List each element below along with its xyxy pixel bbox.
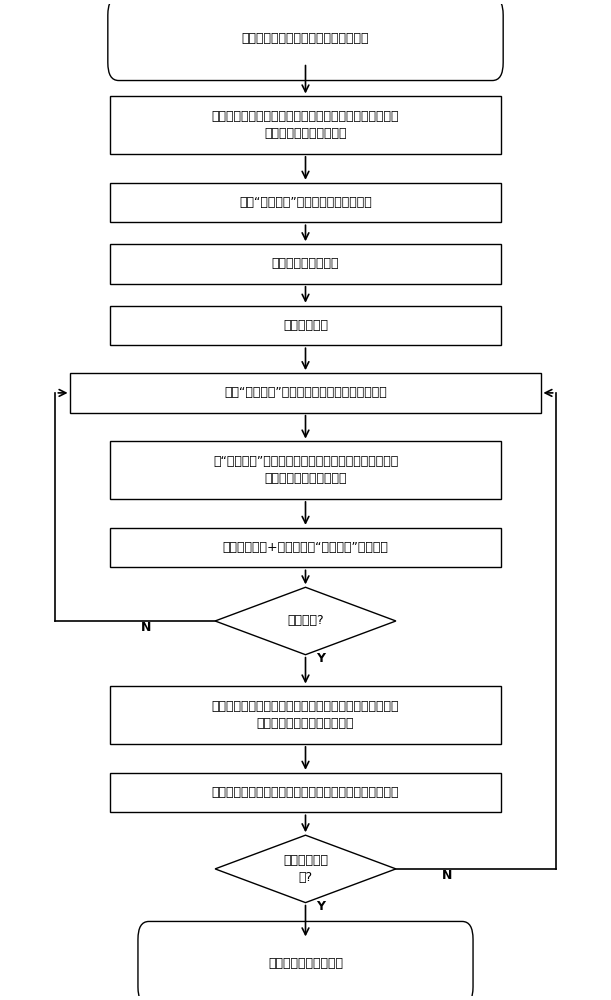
Text: 对“三级网格”目标年和规划期的用电规模进行预测，并
形成每个网格的特征属性: 对“三级网格”目标年和规划期的用电规模进行预测，并 形成每个网格的特征属性 xyxy=(213,455,398,485)
Bar xyxy=(70,373,541,413)
Bar xyxy=(109,96,502,154)
Polygon shape xyxy=(215,835,396,903)
Text: 按照基本属性+特征属性对“三级网格”进行编码: 按照基本属性+特征属性对“三级网格”进行编码 xyxy=(222,541,389,554)
Text: N: N xyxy=(442,869,452,882)
Bar xyxy=(109,244,502,284)
Bar xyxy=(109,441,502,499)
FancyBboxPatch shape xyxy=(138,921,473,1000)
Text: 设定边界条件: 设定边界条件 xyxy=(283,319,328,332)
Text: 调研国内外配电网网格化规划的理念和方法，深入分析对
比其它网格化规划的方法: 调研国内外配电网网格化规划的理念和方法，深入分析对 比其它网格化规划的方法 xyxy=(212,110,399,140)
Text: 提出“三级网格”的划分方法和编码原则: 提出“三级网格”的划分方法和编码原则 xyxy=(239,196,372,209)
Text: 确定三级网格划分方案: 确定三级网格划分方案 xyxy=(268,957,343,970)
Bar xyxy=(109,306,502,345)
Text: 确定研究对象，提炼配电网及区域特征: 确定研究对象，提炼配电网及区域特征 xyxy=(242,32,369,45)
Text: 按照配电网网格化规划的流程进行目标网架规划和现状向
目标过渡的详细新建改造规划: 按照配电网网格化规划的流程进行目标网架规划和现状向 目标过渡的详细新建改造规划 xyxy=(212,700,399,730)
Text: Y: Y xyxy=(316,652,325,665)
Text: N: N xyxy=(141,621,151,634)
Bar xyxy=(109,686,502,744)
Bar xyxy=(109,528,502,567)
Bar xyxy=(109,183,502,222)
Text: 采用配电网可靠性评估方法对规划方案的可靠性进行评估: 采用配电网可靠性评估方法对规划方案的可靠性进行评估 xyxy=(212,786,399,799)
Bar xyxy=(109,773,502,812)
FancyBboxPatch shape xyxy=(108,0,503,81)
Text: 划分合理?: 划分合理? xyxy=(287,614,324,627)
Text: 明确供电可靠性目标: 明确供电可靠性目标 xyxy=(272,257,339,270)
Text: 进行“三级网格”划分，统计每个网格的基本属性: 进行“三级网格”划分，统计每个网格的基本属性 xyxy=(224,386,387,399)
Polygon shape xyxy=(215,587,396,655)
Text: 达到可靠性目
标?: 达到可靠性目 标? xyxy=(283,854,328,884)
Text: Y: Y xyxy=(316,900,325,913)
